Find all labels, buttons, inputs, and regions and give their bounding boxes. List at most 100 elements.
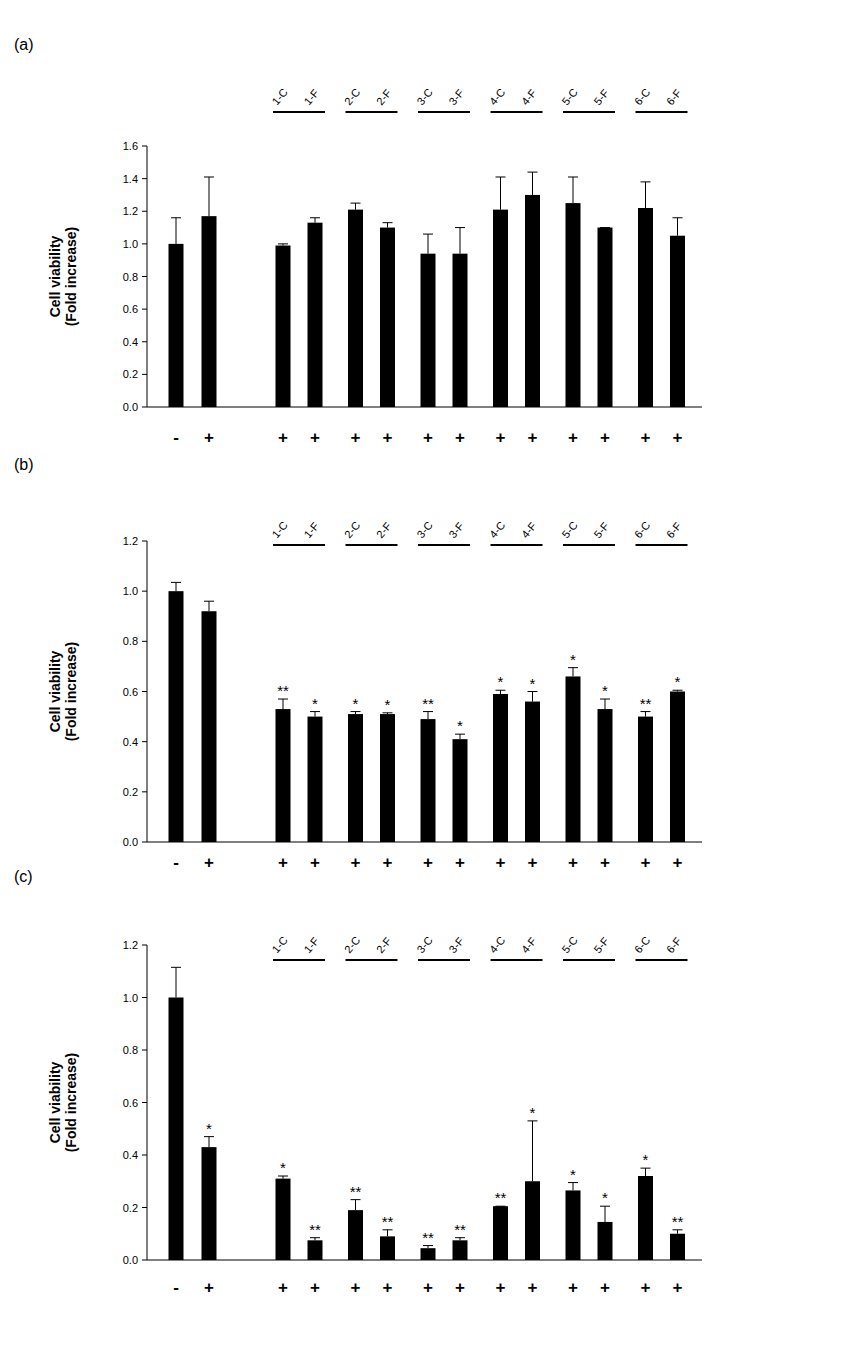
- significance: **: [309, 1221, 321, 1238]
- x-tick-label: +: [528, 428, 538, 447]
- error-bar: [278, 244, 288, 246]
- significance: *: [602, 682, 608, 699]
- bar: [421, 254, 436, 407]
- y-tick: [142, 374, 147, 375]
- x-tick-label: +: [310, 428, 320, 447]
- group-label: 6-C: [632, 519, 653, 540]
- x-tick-label: +: [673, 1278, 683, 1297]
- group-label: 2-C: [342, 934, 363, 955]
- group-label: 5-C: [559, 519, 580, 540]
- error-line: [176, 218, 177, 244]
- error-bar: [423, 712, 433, 720]
- group-label: 3-F: [446, 520, 466, 541]
- group-label: 3-F: [446, 87, 466, 108]
- y-tick-label: 0.0: [123, 836, 138, 848]
- group-label: 3-C: [414, 934, 435, 955]
- x-tick-label: +: [383, 853, 393, 872]
- significance: *: [385, 696, 391, 713]
- x-tick-label: +: [568, 853, 578, 872]
- x-tick-label: +: [278, 853, 288, 872]
- y-tick: [142, 243, 147, 244]
- group-label: 3-C: [414, 86, 435, 107]
- x-tick-label: +: [423, 853, 433, 872]
- group-label: 2-F: [374, 935, 394, 956]
- bar: [493, 1206, 508, 1260]
- figure: (a)Cell viability(Fold increase)0.00.20.…: [0, 0, 854, 1352]
- group-label: 4-F: [519, 87, 539, 108]
- error-cap: [528, 172, 538, 173]
- group-line: [563, 544, 615, 546]
- error-line: [315, 712, 316, 717]
- group-label: 4-C: [487, 86, 508, 107]
- bar: [380, 714, 395, 842]
- bar: [566, 1190, 581, 1260]
- x-tick-label: +: [568, 1278, 578, 1297]
- error-bar: [528, 692, 538, 702]
- x-tick-label: +: [528, 853, 538, 872]
- significance: **: [382, 1213, 394, 1230]
- group-label: 4-C: [487, 519, 508, 540]
- error-cap: [600, 227, 610, 228]
- error-bar: [528, 172, 538, 195]
- group-label: 4-C: [487, 934, 508, 955]
- error-bar: [496, 177, 506, 210]
- group-label: 2-C: [342, 519, 363, 540]
- group-line: [636, 111, 688, 113]
- significance: *: [570, 1166, 576, 1183]
- significance: *: [457, 717, 463, 734]
- error-cap: [204, 601, 214, 602]
- bar: [670, 692, 685, 843]
- error-line: [677, 218, 678, 236]
- group-label: 6-F: [664, 87, 684, 108]
- y-tick: [142, 309, 147, 310]
- error-bar: [423, 1246, 433, 1249]
- significance: *: [498, 673, 504, 690]
- error-cap: [383, 222, 393, 223]
- bar: [276, 709, 291, 842]
- y-tick-label: 1.0: [123, 992, 138, 1004]
- y-tick: [142, 641, 147, 642]
- x-tick-label: +: [351, 428, 361, 447]
- error-bar: [455, 1238, 465, 1241]
- bar: [202, 1147, 217, 1260]
- y-tick-label: 1.0: [123, 238, 138, 250]
- error-line: [387, 1230, 388, 1237]
- x-tick-label: +: [673, 853, 683, 872]
- group-line: [346, 959, 398, 961]
- bar: [308, 717, 323, 842]
- bar: [598, 709, 613, 842]
- bar: [276, 1179, 291, 1260]
- y-tick: [142, 276, 147, 277]
- group-line: [418, 959, 470, 961]
- bar: [670, 236, 685, 407]
- group-label: 1-C: [269, 519, 290, 540]
- y-axis-label: Cell viability: [47, 1061, 63, 1143]
- y-tick-label: 0.8: [123, 635, 138, 647]
- y-tick: [142, 146, 147, 147]
- group-line: [491, 111, 543, 113]
- x-tick-label: +: [600, 853, 610, 872]
- bar: [348, 210, 363, 407]
- error-bar: [278, 1176, 288, 1179]
- significance: **: [422, 695, 434, 712]
- error-bar: [310, 218, 320, 223]
- error-line: [460, 734, 461, 739]
- group-label: 6-C: [632, 86, 653, 107]
- group-label: 3-F: [446, 935, 466, 956]
- error-bar: [673, 218, 683, 236]
- error-bar: [204, 1137, 214, 1148]
- group-line: [563, 959, 615, 961]
- error-bar: [351, 1200, 361, 1211]
- error-bar: [455, 734, 465, 739]
- y-tick: [142, 211, 147, 212]
- y-tick: [142, 1260, 147, 1261]
- error-line: [209, 601, 210, 611]
- y-tick-label: 0.2: [123, 368, 138, 380]
- x-tick-label: +: [641, 428, 651, 447]
- error-cap: [351, 203, 361, 204]
- y-axis-label: Cell viability: [47, 650, 63, 732]
- bar: [638, 717, 653, 842]
- significance: *: [353, 695, 359, 712]
- y-tick-label: 0.8: [123, 271, 138, 283]
- error-bar: [600, 1206, 610, 1222]
